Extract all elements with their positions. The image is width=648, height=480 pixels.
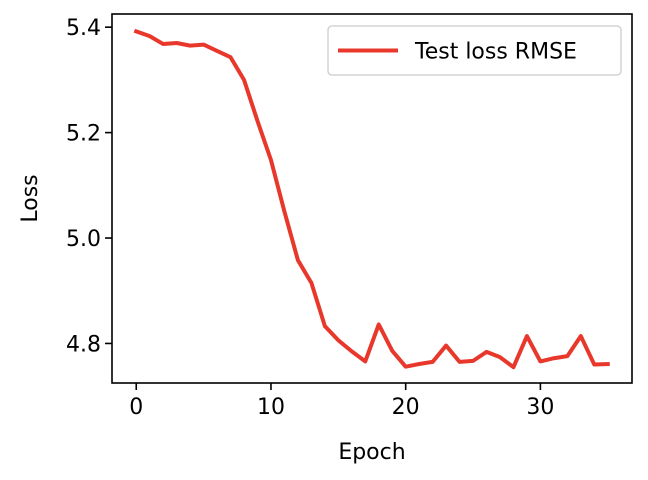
y-axis-title: Loss [18,174,43,222]
legend-box [327,25,622,76]
x-tick-label: 30 [526,395,554,420]
x-tick-label: 20 [392,395,420,420]
chart-marks [133,28,610,370]
y-tick-label: 5.2 [66,122,101,147]
plot-frame [111,13,633,384]
y-tick-label: 5.0 [66,227,101,252]
x-tick-label: 0 [129,395,143,420]
x-axis-title: Epoch [338,440,405,465]
series-line [133,28,610,370]
y-axis: 4.8 5.0 5.2 5.4 [66,16,112,357]
x-axis: 0 10 20 30 [129,383,554,420]
x-tick-label: 10 [257,395,285,420]
y-tick-label: 5.4 [66,16,101,41]
legend-label: Test loss RMSE [414,40,577,65]
legend: Test loss RMSE [327,25,622,76]
y-tick-label: 4.8 [66,332,101,357]
